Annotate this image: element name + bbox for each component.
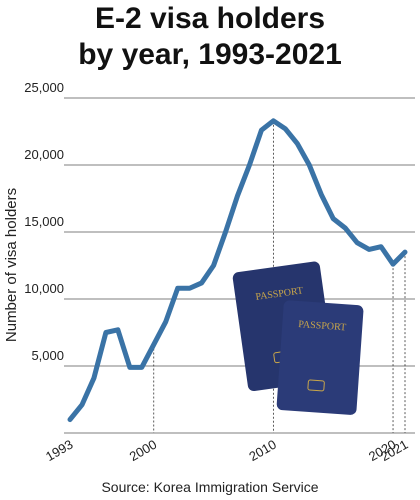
chart-title: E-2 visa holders: [95, 2, 325, 35]
passport-text: PASSPORT: [298, 319, 347, 333]
y-axis-label: Number of visa holders: [3, 188, 20, 342]
y-tick-label: 5,000: [31, 348, 64, 363]
x-tick-label: 1993: [43, 437, 76, 464]
x-tick-label: 2010: [246, 437, 279, 464]
plot-area: 5,000 10,000 15,000 20,000 25,000 1993 2000 201…: [24, 80, 415, 464]
x-tick-label: 2000: [127, 437, 160, 464]
y-tick-label: 10,000: [24, 281, 64, 296]
chart-subtitle: by year, 1993-2021: [78, 38, 342, 71]
passport-chip: [307, 379, 325, 392]
passport: PASSPORT: [276, 300, 364, 415]
y-tick-label: 20,000: [24, 147, 64, 162]
data-line: [67, 118, 408, 423]
y-tick-label: 15,000: [24, 214, 64, 229]
passport-cover: [276, 300, 364, 415]
source: Source: Korea Immigration Service: [101, 479, 318, 495]
y-tick-label: 25,000: [24, 80, 64, 95]
